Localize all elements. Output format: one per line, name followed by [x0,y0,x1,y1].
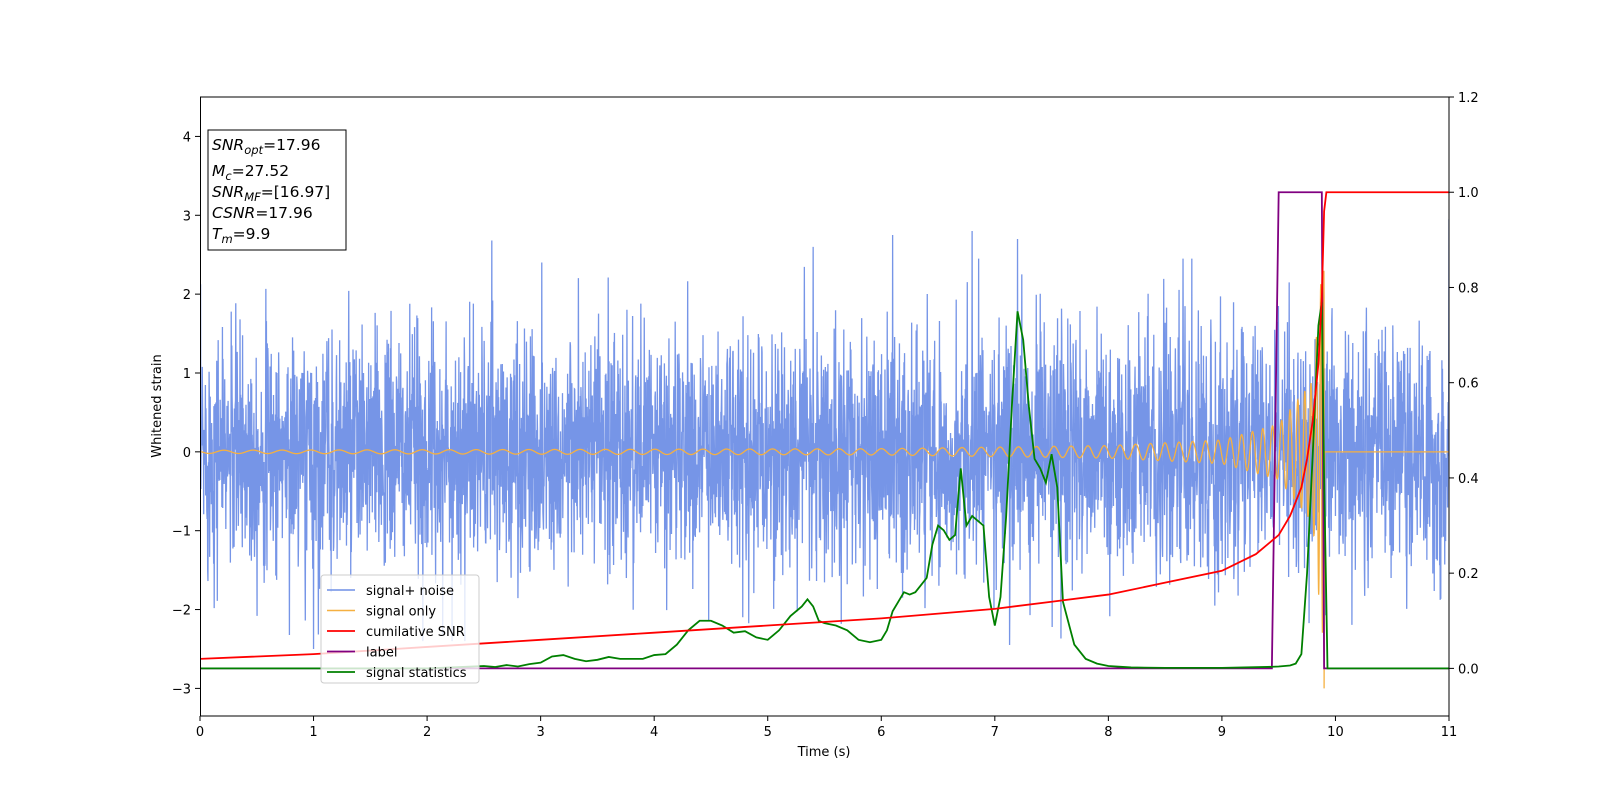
x-tick-label: 5 [764,725,772,740]
legend-label: label [366,646,397,661]
x-tick-label: 4 [650,725,658,740]
legend: signal+ noise signal only cumilative SNR la… [320,574,480,684]
y2-tick-label: 0.8 [1458,281,1479,296]
signal-only-line [200,270,1449,689]
info-line: SNRopt=17.96 [212,136,320,157]
x-tick-label: 6 [877,725,885,740]
axis-ticks: 0 1 2 3 4 5 6 7 8 9 10 11 −3 −2 −1 0 1 2 3 4 0.0 0.2 0.4 0.6 0.8… [172,91,1479,740]
legend-label: cumilative SNR [366,625,465,640]
signal-noise-line [200,219,1449,665]
y2-tick-label: 0.0 [1458,662,1479,677]
y2-tick-label: 1.2 [1458,91,1479,106]
x-tick-label: 7 [991,725,999,740]
x-tick-label: 3 [536,725,544,740]
y-axis-label: Whitened strain [150,354,165,457]
info-box: SNRopt=17.96 Mc=27.52SNRMF=[16.97]CSNR=17… [207,129,347,251]
x-tick-label: 10 [1327,725,1344,740]
x-axis-label: Time (s) [797,745,851,760]
plot-area [200,191,1449,689]
x-tick-label: 1 [309,725,317,740]
legend-frame [320,574,480,684]
x-tick-label: 0 [196,725,204,740]
series-lines [200,191,1449,689]
info-line: Mc=27.52 [212,162,289,183]
legend-label: signal statistics [366,666,467,681]
y2-tick-label: 0.4 [1458,472,1479,487]
y2-tick-label: 0.2 [1458,567,1479,582]
y-tick-label: −2 [172,604,191,619]
y-tick-label: −1 [172,525,191,540]
y-tick-label: 0 [183,446,191,461]
y2-tick-label: 1.0 [1458,186,1479,201]
y2-tick-label: 0.6 [1458,377,1479,392]
legend-label: signal+ noise [366,584,454,599]
y-tick-label: 3 [183,209,191,224]
series-signal-noise [200,219,1449,665]
info-line: Tm=9.9 [212,225,270,246]
x-tick-label: 8 [1104,725,1112,740]
y-tick-label: 2 [183,288,191,303]
axes-frame [200,96,1450,717]
cumilative-snr-line [200,191,1449,660]
y-tick-label: 4 [183,130,191,145]
y-tick-label: 1 [183,367,191,382]
x-tick-label: 2 [423,725,431,740]
x-tick-label: 9 [1218,725,1226,740]
x-tick-label: 11 [1441,725,1458,740]
info-line: CSNR=17.96 [212,204,313,222]
signal-statistics-line [200,301,1449,670]
y-tick-label: −3 [172,682,191,697]
info-box-frame [207,129,347,251]
info-line: SNRMF=[16.97] [212,183,330,204]
legend-label: signal only [366,605,436,620]
